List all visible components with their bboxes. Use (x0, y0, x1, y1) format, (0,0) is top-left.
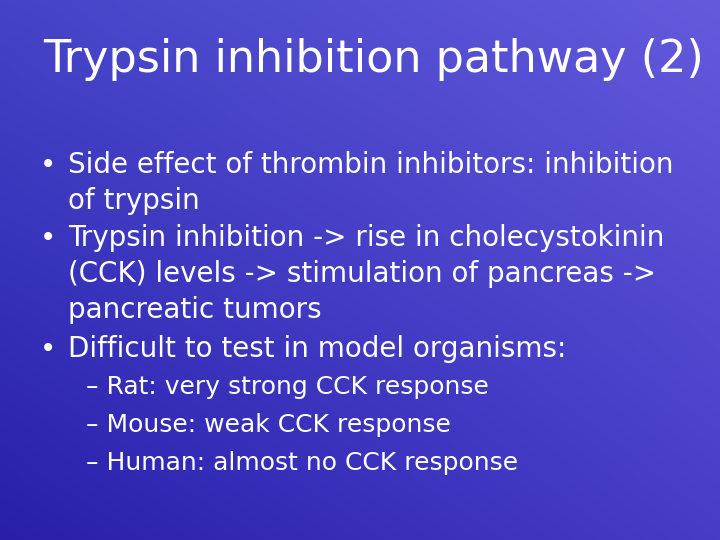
Text: Trypsin inhibition -> rise in cholecystokinin
(CCK) levels -> stimulation of pan: Trypsin inhibition -> rise in cholecysto… (68, 224, 665, 323)
Text: •: • (40, 224, 56, 252)
Text: •: • (40, 151, 56, 179)
Text: Trypsin inhibition pathway (2): Trypsin inhibition pathway (2) (43, 38, 704, 81)
Text: Side effect of thrombin inhibitors: inhibition
of trypsin: Side effect of thrombin inhibitors: inhi… (68, 151, 674, 215)
Text: Difficult to test in model organisms:: Difficult to test in model organisms: (68, 335, 567, 363)
Text: – Human: almost no CCK response: – Human: almost no CCK response (86, 451, 518, 475)
Text: – Mouse: weak CCK response: – Mouse: weak CCK response (86, 413, 451, 437)
Text: – Rat: very strong CCK response: – Rat: very strong CCK response (86, 375, 490, 399)
Text: •: • (40, 335, 56, 363)
